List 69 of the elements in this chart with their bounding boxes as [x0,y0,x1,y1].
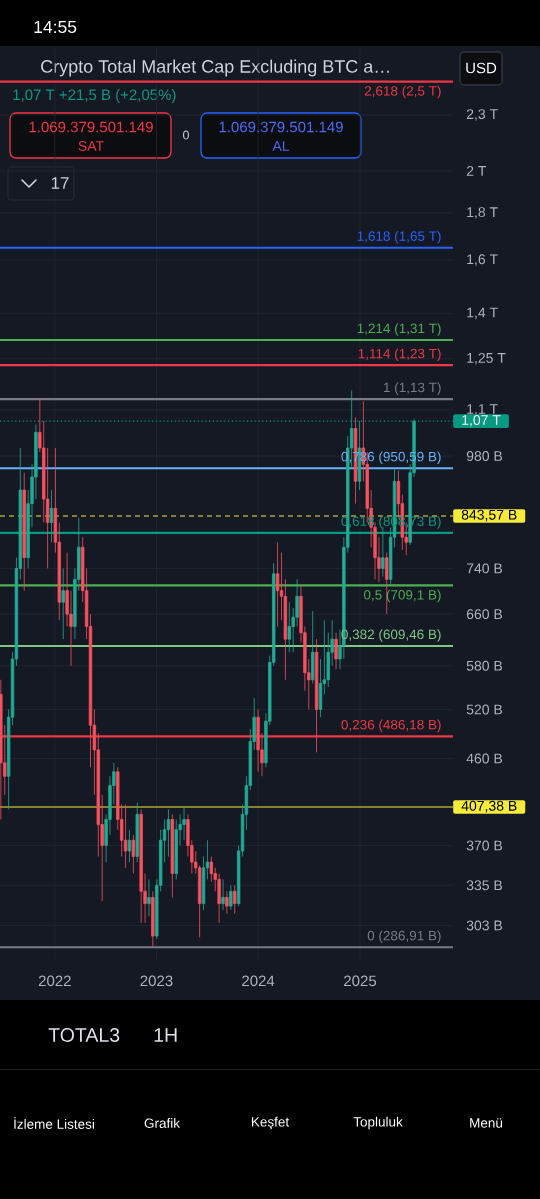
text: 14:55 [34,20,77,34]
text: Crypto Total Market Cap Excluding BTC a… [41,59,389,77]
y-tick-label: 2 T [466,165,487,176]
x-tick-label: 2025 [344,975,377,987]
annotation: 1.069.379.501.149 [219,121,343,133]
candlestick [287,601,291,653]
text: 1H [154,1028,177,1042]
candlestick [314,638,319,753]
candlestick [22,472,26,592]
candlestick [256,709,260,773]
y-tick-label: 980 B [466,451,503,462]
y-tick-label: 580 B [466,660,503,671]
text: Grafik [144,1118,181,1128]
candlestick [225,890,229,915]
ref-line-label: 843,57 B [461,509,517,522]
text: Keşfet [251,1116,290,1130]
candlestick [61,567,65,640]
annotation: 0 [183,130,189,140]
text: 1,07 T +21,5 B (+2,05%) [13,89,176,103]
y-tick-label: 1,1 T [467,404,498,416]
y-tick-label: 520 B [466,704,503,715]
ref-line-label: 0 (286,91 B) [367,930,441,944]
candlestick [127,829,132,863]
y-tick-label: 660 B [466,609,503,620]
text: Topluluk [353,1116,403,1130]
candlestick [221,878,225,911]
y-tick-label: 1,25 T [467,352,506,365]
candlestick [233,884,237,915]
ref-line-label: 1 (1,13 T) [383,382,441,395]
y-tick-label: 460 B [466,753,503,764]
y-tick-label: 303 B [466,920,503,931]
annotation: 1.069.379.501.149 [29,121,153,133]
candlestick [0,679,3,820]
candlestick [151,890,155,948]
y-tick-label: 1,4 T [467,307,498,320]
x-tick-label: 2023 [140,975,173,987]
x-tick-label: 2022 [38,975,71,987]
text: Menü [470,1118,503,1128]
candlestick [147,878,151,917]
candlestick [123,804,128,869]
y-tick-label: 370 B [466,840,503,851]
ref-line-label: 1,618 (1,65 T) [357,230,441,244]
annotation: 17 [51,177,69,189]
text: USD [466,62,497,74]
ref-line-label: 1,07 T [462,414,501,427]
y-tick-label: 335 B [466,880,503,891]
x-tick-label: 2024 [242,975,275,987]
ref-line-label: 1,114 (1,23 T) [358,348,441,361]
y-tick-label: 2,3 T [466,109,498,121]
candlestick [135,802,139,863]
ref-line-label: 2,618 (2,5 T) [364,85,441,99]
annotation: AL [272,141,290,151]
candlestick [49,489,54,543]
text: İzleme Listesi [14,1117,94,1129]
ref-line-label: 0,236 (486,18 B) [341,719,441,733]
candlestick [334,632,338,670]
candlestick [131,834,136,874]
text: TOTAL3 [48,1028,120,1042]
y-tick-label: 1,8 T [467,207,498,219]
candlestick [139,808,143,924]
candlestick [310,610,315,684]
annotation: SAT [78,141,104,151]
candlestick [229,884,233,911]
ref-line-label: 407,38 B [461,800,517,813]
y-tick-label: 1,6 T [467,254,498,266]
ref-line-label: 1,214 (1,31 T) [357,323,441,336]
candlestick [275,541,280,627]
y-tick-label: 740 B [466,563,503,574]
candlestick [170,813,175,898]
